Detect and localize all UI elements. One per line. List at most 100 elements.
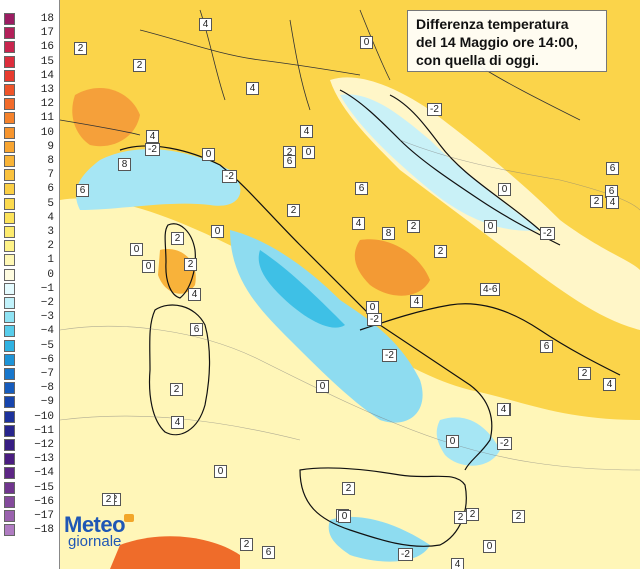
legend-row: −8	[0, 381, 60, 395]
legend-swatch	[4, 439, 15, 451]
legend-label: −8	[40, 382, 54, 395]
map-value-label: 2	[407, 220, 420, 233]
legend-row: 8	[0, 154, 60, 168]
legend-swatch	[4, 197, 15, 210]
legend-label: −13	[34, 453, 54, 466]
legend-label: 18	[40, 13, 54, 25]
map-value-label: 8	[382, 227, 395, 240]
border-lines	[59, 9, 581, 136]
legend-swatch	[4, 297, 15, 309]
calabria-cool-zone	[436, 417, 500, 466]
legend-row: 9	[0, 140, 60, 154]
legend-swatch	[4, 453, 15, 466]
legend-row: 6	[0, 182, 60, 196]
map-value-label: 2	[466, 508, 479, 521]
map-value-label: 2	[240, 538, 253, 551]
legend-label: −6	[40, 353, 54, 366]
legend-row: 13	[0, 83, 60, 97]
map-value-label: 6	[606, 162, 619, 175]
legend-label: −15	[34, 481, 54, 494]
logo-sun-icon	[124, 514, 134, 522]
legend-row: −2	[0, 296, 60, 310]
legend-row: 2	[0, 239, 60, 253]
map-value-label: 2	[102, 493, 115, 506]
legend-label: 4	[47, 211, 54, 224]
legend-row: −4	[0, 324, 60, 338]
legend-swatch	[4, 155, 15, 167]
map-value-label: 2	[342, 482, 355, 495]
title-line-2: del 14 Maggio ore 14:00,	[416, 34, 578, 50]
map-value-label: 2	[133, 59, 146, 72]
map-value-label: 2	[454, 511, 467, 524]
legend-swatch	[4, 13, 15, 25]
legend-row: 16	[0, 40, 60, 54]
map-value-label: 2	[578, 367, 591, 380]
map-value-label: 2	[434, 245, 447, 258]
map-value-label: 2	[171, 232, 184, 245]
map-value-label: 4	[171, 416, 184, 429]
map-value-label: 4	[606, 196, 619, 209]
map-value-label: 4-6	[480, 283, 501, 296]
map-value-label: 2	[512, 510, 525, 523]
legend-row: 15	[0, 55, 60, 69]
map-value-label: 2	[74, 42, 87, 55]
legend-swatch	[4, 325, 15, 338]
legend-row: −18	[0, 523, 60, 537]
map-value-label: 0	[483, 540, 496, 553]
legend-label: 9	[47, 140, 54, 153]
map-value-label: 2	[287, 204, 300, 217]
legend-row: 14	[0, 69, 60, 83]
legend-row: 4	[0, 211, 60, 225]
map-value-label: -2	[427, 103, 442, 116]
map-value-label: -2	[540, 227, 555, 240]
legend-label: 3	[47, 226, 54, 238]
map-value-label: 4	[246, 82, 259, 95]
legend-swatch	[4, 311, 15, 324]
legend-swatch	[4, 41, 15, 54]
legend-swatch	[4, 183, 15, 196]
map-value-label: 4	[410, 295, 423, 308]
legend-row: 1	[0, 253, 60, 267]
legend-swatch	[4, 268, 15, 281]
map-value-label: -2	[398, 548, 413, 561]
legend-row: −10	[0, 410, 60, 424]
legend-swatch	[4, 169, 15, 182]
coastline-sardinia	[148, 304, 211, 436]
legend-label: 10	[40, 126, 54, 139]
legend-swatch	[4, 339, 15, 352]
legend-label: 5	[47, 197, 54, 210]
legend-row: −5	[0, 339, 60, 353]
map-value-label: 6	[262, 546, 275, 559]
legend-swatch	[4, 84, 15, 96]
legend-row: −7	[0, 367, 60, 381]
legend-swatch	[4, 69, 15, 82]
map-value-label: 0	[302, 146, 315, 159]
legend-swatch	[4, 126, 15, 139]
title-line-1: Differenza temperatura	[416, 16, 569, 32]
legend-label: −7	[40, 368, 54, 380]
legend-label: 1	[47, 254, 54, 267]
legend-row: 18	[0, 12, 60, 26]
legend-label: −10	[34, 410, 54, 423]
map-value-label: 0	[130, 243, 143, 256]
map-value-label: 6	[76, 184, 89, 197]
title-line-3: con quella di oggi.	[416, 52, 539, 68]
legend-swatch	[4, 140, 15, 153]
legend-swatch	[4, 353, 15, 366]
legend-row: 12	[0, 97, 60, 111]
legend-swatch	[4, 254, 15, 267]
legend-label: 7	[47, 169, 54, 182]
legend-label: −3	[40, 311, 54, 324]
legend-row: −9	[0, 395, 60, 409]
legend-label: 6	[47, 183, 54, 196]
legend-swatch	[4, 467, 15, 480]
legend-label: −5	[40, 339, 54, 352]
map-value-label: 6	[283, 155, 296, 168]
map-value-label: 0	[214, 465, 227, 478]
legend-label: 14	[40, 69, 54, 82]
legend-label: 13	[40, 84, 54, 96]
legend-row: −17	[0, 509, 60, 523]
map-value-label: 4	[300, 125, 313, 138]
coastline-corsica	[164, 223, 196, 299]
